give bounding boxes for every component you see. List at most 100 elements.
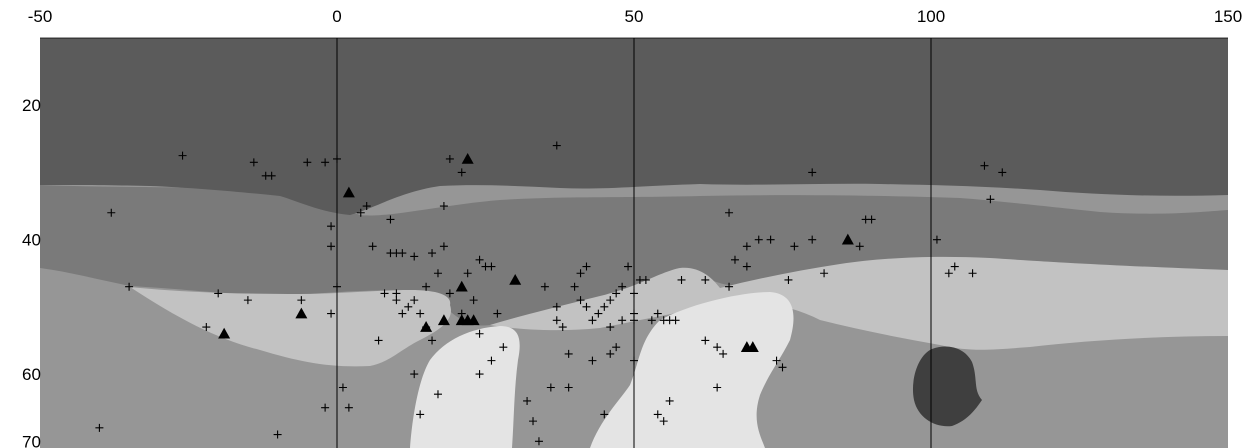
plus-marker (665, 396, 674, 405)
plus-marker (392, 289, 401, 298)
plus-marker (808, 168, 817, 177)
plus-marker (410, 252, 419, 261)
plus-marker (493, 309, 502, 318)
plus-marker (534, 437, 543, 446)
plus-marker (659, 417, 668, 426)
plus-marker (730, 255, 739, 264)
triangle-marker (437, 314, 450, 326)
x-tick-label: -50 (28, 7, 53, 26)
plus-marker (344, 403, 353, 412)
region-lightest-layer (590, 292, 794, 448)
plus-marker (410, 370, 419, 379)
plus-marker (558, 323, 567, 332)
plus-marker (487, 262, 496, 271)
plus-marker (178, 151, 187, 160)
plus-marker (374, 336, 383, 345)
plus-marker (671, 316, 680, 325)
plus-marker (249, 158, 258, 167)
plus-marker (125, 282, 134, 291)
plus-marker (820, 269, 829, 278)
plus-marker (398, 309, 407, 318)
triangle-marker (467, 314, 480, 326)
plot-area (40, 38, 1228, 448)
x-tick-label: 0 (332, 7, 341, 26)
plus-marker (327, 242, 336, 251)
plus-marker (742, 242, 751, 251)
plus-marker (523, 396, 532, 405)
plus-marker (582, 302, 591, 311)
triangle-marker (218, 327, 231, 339)
plus-marker (333, 282, 341, 291)
y-tick-label: 70 (22, 432, 41, 448)
plus-marker (742, 262, 751, 271)
plus-marker (214, 289, 223, 298)
plus-marker (564, 383, 573, 392)
plus-marker (107, 208, 116, 217)
y-tick-label: 60 (22, 365, 41, 384)
plus-marker (356, 208, 365, 217)
plus-marker (588, 316, 597, 325)
triangle-markers (218, 152, 854, 352)
plus-marker (327, 309, 336, 318)
triangle-marker (746, 341, 759, 352)
plus-marker (618, 282, 627, 291)
plus-marker (297, 296, 306, 305)
plus-marker (701, 336, 710, 345)
y-tick-label: 40 (22, 231, 41, 250)
plus-marker (606, 349, 615, 358)
plus-marker (618, 316, 627, 325)
plus-marker (392, 296, 401, 305)
plus-markers (95, 141, 1007, 446)
plus-marker (564, 349, 573, 358)
plus-marker (790, 242, 799, 251)
plus-marker (428, 249, 437, 258)
plus-marker (968, 269, 977, 278)
plus-marker (944, 269, 953, 278)
plus-marker (267, 171, 276, 180)
triangle-marker (455, 280, 468, 292)
plus-marker (719, 349, 728, 358)
plus-marker (784, 275, 793, 284)
plus-marker (576, 296, 585, 305)
plus-marker (321, 403, 330, 412)
plus-marker (386, 215, 395, 224)
plus-marker (410, 296, 419, 305)
plus-marker (398, 249, 407, 258)
plus-marker (416, 410, 425, 419)
plus-marker (439, 202, 448, 211)
triangle-marker (841, 233, 854, 245)
region-lightest-layer (410, 326, 520, 448)
plus-marker (469, 296, 478, 305)
plus-marker (457, 168, 466, 177)
plus-marker (582, 262, 591, 271)
plus-marker (766, 235, 775, 244)
x-tick-label: 100 (917, 7, 945, 26)
plus-marker (475, 370, 484, 379)
triangle-marker (295, 307, 308, 319)
y-tick-label: 20 (22, 96, 41, 115)
plus-marker (612, 343, 621, 352)
plus-marker (433, 269, 442, 278)
plus-marker (725, 208, 734, 217)
x-axis-ticks: -50 0 50 100 150 (28, 7, 1242, 26)
plus-marker (950, 262, 959, 271)
plus-marker (932, 235, 941, 244)
plus-marker (333, 154, 341, 163)
plus-marker (463, 269, 472, 278)
plus-marker (677, 275, 686, 284)
plus-marker (624, 262, 633, 271)
plus-marker (552, 316, 561, 325)
plus-marker (588, 356, 597, 365)
vertical-reference-lines (336, 38, 932, 448)
plus-marker (778, 363, 787, 372)
plus-marker (529, 417, 538, 426)
triangle-marker (461, 152, 474, 164)
plus-marker (653, 410, 662, 419)
region-dark-inclusion (912, 346, 982, 427)
plus-marker (713, 343, 722, 352)
plus-marker (570, 282, 579, 291)
plus-marker (855, 242, 864, 251)
triangle-marker (509, 273, 522, 285)
plus-marker (428, 336, 437, 345)
plus-marker (867, 215, 876, 224)
